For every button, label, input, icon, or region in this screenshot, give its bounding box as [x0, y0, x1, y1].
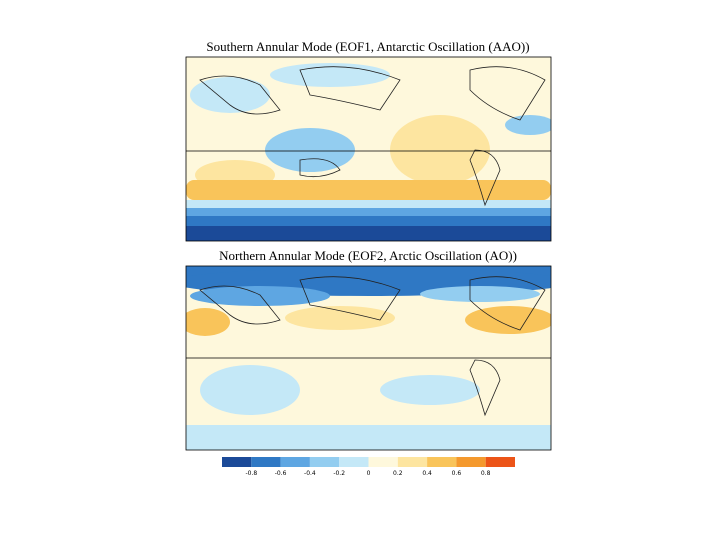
- panel-title: Southern Annular Mode (EOF1, Antarctic O…: [206, 39, 529, 54]
- colorbar-swatch: [427, 457, 457, 467]
- colorbar-swatch: [397, 457, 428, 467]
- colorbar-label: 0.2: [393, 470, 403, 477]
- colorbar-swatch: [368, 457, 398, 467]
- colorbar-label: 0.8: [481, 470, 491, 477]
- colorbar-label: -0.2: [333, 470, 345, 477]
- colorbar-swatch: [251, 457, 281, 467]
- colorbar-label: 0.4: [422, 470, 432, 477]
- map-panel: [185, 265, 552, 451]
- colorbar: -0.8 -0.6 -0.4 -0.2 0 0.2 0.4 0.6 0.8: [222, 457, 515, 477]
- colorbar-label: 0.6: [452, 470, 462, 477]
- colorbar-swatch: [456, 457, 486, 467]
- colorbar-swatch: [339, 457, 369, 467]
- colorbar-swatch: [309, 457, 340, 467]
- colorbar-label: 0: [367, 470, 371, 477]
- colorbar-swatch: [280, 457, 310, 467]
- colorbar-label: -0.8: [245, 470, 257, 477]
- colorbar-label: -0.6: [275, 470, 287, 477]
- colorbar-swatch: [222, 457, 252, 467]
- panel-title: Northern Annular Mode (EOF2, Arctic Osci…: [219, 248, 517, 263]
- colorbar-label: -0.4: [304, 470, 316, 477]
- colorbar-swatch: [485, 457, 515, 467]
- map-panel: [185, 56, 552, 242]
